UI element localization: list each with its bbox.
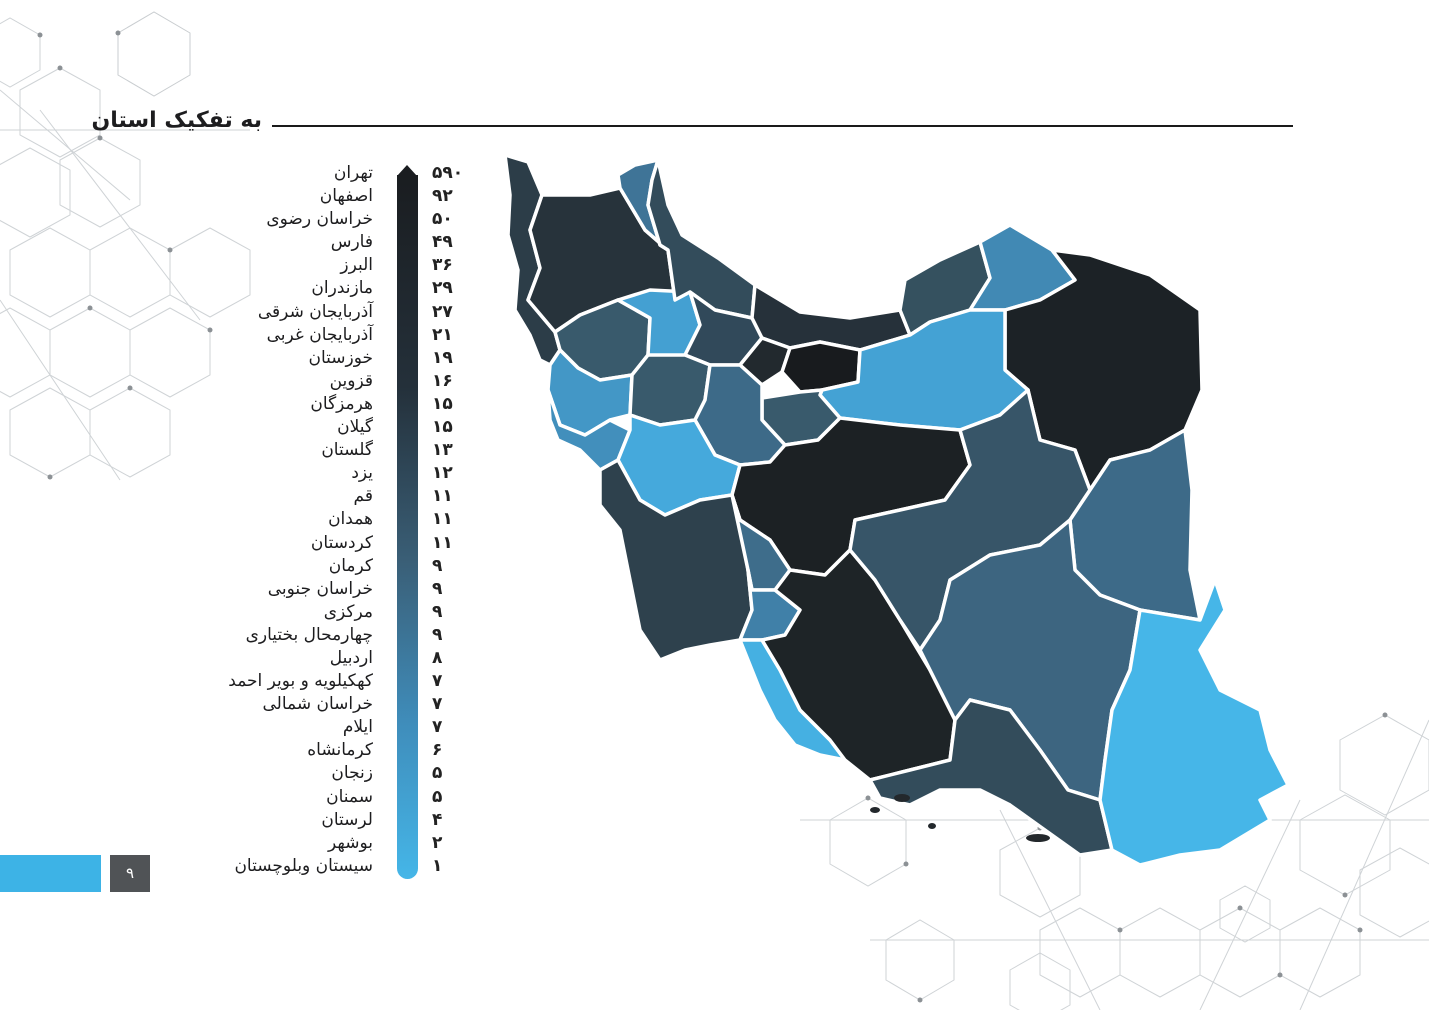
legend-value: ۴۹ — [432, 232, 453, 253]
legend-name: خراسان جنوبی — [267, 578, 373, 599]
legend-name: تهران — [333, 163, 373, 183]
legend-name: گیلان — [337, 417, 373, 438]
legend-name: کرمانشاه — [307, 740, 373, 761]
legend-values: ۵۹۰ ۹۲ ۵۰ ۴۹ ۳۶ ۲۹ ۲۷ ۲۱ ۱۹ ۱۶ ۱۵ ۱۵ ۱۳ … — [432, 162, 472, 878]
page-accent-band — [0, 855, 101, 892]
legend-name: هرمزگان — [310, 393, 373, 414]
legend-value: ۵۹۰ — [432, 163, 464, 183]
legend-name: خوزستان — [308, 347, 373, 368]
legend-value: ۴ — [432, 809, 443, 830]
title-rule — [272, 125, 1293, 127]
legend-value: ۱۳ — [432, 440, 453, 461]
legend-name: بوشهر — [328, 832, 373, 853]
island-qeshm — [1026, 834, 1050, 842]
island-small — [870, 807, 880, 813]
legend-value: ۳۶ — [432, 255, 453, 276]
legend-name: سیستان وبلوچستان — [234, 855, 373, 876]
legend-scale-arrow — [397, 165, 417, 176]
legend-value: ۷ — [432, 694, 443, 715]
legend-value: ۷ — [432, 717, 443, 738]
legend-name: مرکزی — [323, 601, 373, 622]
legend-value: ۵۰ — [432, 209, 453, 230]
legend-name: کردستان — [310, 532, 373, 553]
legend-value: ۹ — [432, 555, 443, 576]
island-lavan — [928, 823, 936, 829]
legend-name: اردبیل — [329, 647, 373, 668]
legend-value: ۷ — [432, 671, 443, 692]
legend-value: ۹ — [432, 624, 443, 645]
legend-color-scale — [397, 175, 418, 879]
legend-name: همدان — [328, 509, 373, 530]
legend-value: ۵ — [432, 786, 443, 807]
legend-name: خراسان رضوی — [266, 209, 373, 230]
legend-value: ۹۲ — [432, 186, 453, 207]
province-sistan — [1098, 578, 1290, 867]
legend-name: اصفهان — [319, 186, 373, 207]
legend-name: گلستان — [321, 440, 373, 461]
legend-name: قم — [353, 486, 373, 507]
legend-value: ۱۶ — [432, 370, 453, 391]
legend-name: سمنان — [326, 786, 373, 807]
legend-value: ۱۲ — [432, 463, 453, 484]
legend-value: ۱۱ — [432, 486, 453, 507]
legend-name: آذربایجان شرقی — [257, 301, 373, 322]
legend-name: مازندران — [311, 278, 373, 299]
legend-name: کرمان — [328, 555, 373, 576]
legend-name: خراسان شمالی — [262, 694, 373, 715]
legend-name: لرستان — [321, 809, 373, 830]
legend-value: ۱۵ — [432, 393, 453, 414]
legend-value: ۹ — [432, 601, 443, 622]
legend-name: کهکیلویه و بویر احمد — [228, 671, 373, 692]
legend-value: ۹ — [432, 578, 443, 599]
iran-province-map — [503, 153, 1290, 867]
legend-value: ۲۱ — [432, 324, 453, 345]
legend-value: ۵ — [432, 763, 443, 784]
legend-name: چهارمحال بختیاری — [245, 624, 373, 645]
page-title: به تفکیک استان — [91, 108, 262, 133]
legend-name: زنجان — [331, 763, 373, 784]
legend-value: ۱۱ — [432, 532, 453, 553]
island-kish — [894, 794, 910, 802]
legend-value: ۶ — [432, 740, 443, 761]
legend-name: قزوین — [329, 370, 373, 391]
legend-names: تهران اصفهان خراسان رضوی فارس البرز مازن… — [228, 162, 373, 878]
province-mazandaran — [750, 283, 912, 352]
legend-value: ۱ — [432, 855, 443, 876]
legend-name: ایلام — [342, 717, 373, 738]
legend-value: ۲۹ — [432, 278, 453, 299]
page-number: ۹ — [110, 855, 150, 892]
legend-name: آذربایجان غربی — [266, 324, 373, 345]
legend-value: ۱۱ — [432, 509, 453, 530]
legend-value: ۸ — [432, 647, 443, 668]
legend-value: ۲ — [432, 832, 443, 853]
legend-value: ۱۵ — [432, 417, 453, 438]
legend-name: یزد — [351, 463, 373, 484]
legend-value: ۲۷ — [432, 301, 453, 322]
legend-value: ۱۹ — [432, 347, 453, 368]
legend-name: البرز — [340, 255, 373, 276]
legend-name: فارس — [330, 232, 373, 253]
